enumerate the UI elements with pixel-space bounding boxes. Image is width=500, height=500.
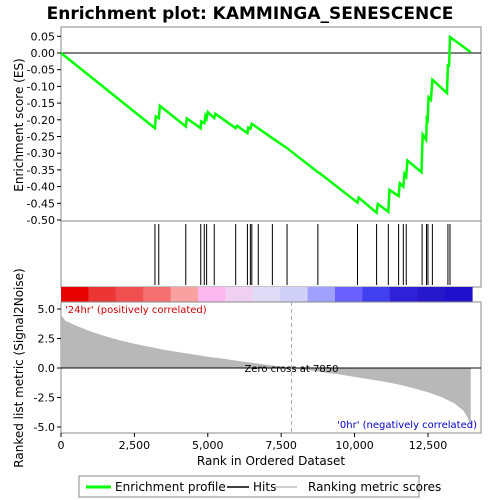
ranking-metric-area: [61, 314, 471, 427]
color-bar-segment: [389, 287, 418, 302]
metric-y-axis-label: Ranked list metric (Signal2Noise): [12, 268, 26, 467]
x-axis-ticks: 0 2,500 5,000 7,500 10,000 12,500: [58, 433, 448, 452]
color-bar-segment: [170, 287, 199, 302]
metric-y-tick-label: 5.0: [38, 303, 56, 316]
color-bar-segment: [252, 287, 281, 302]
color-bar-segment: [61, 287, 89, 302]
x-tick-label: 5,000: [192, 439, 224, 452]
es-y-tick-label: -0.20: [27, 114, 55, 127]
es-y-tick-label: -0.35: [27, 164, 55, 177]
color-bar-segment: [143, 287, 172, 302]
es-y-tick-label: -0.10: [27, 80, 55, 93]
color-bar-segment: [307, 287, 336, 302]
negative-correlation-label: '0hr' (negatively correlated): [337, 420, 477, 431]
metric-y-tick-label: -2.5: [34, 392, 55, 405]
color-bar-segment: [280, 287, 309, 302]
x-tick-label: 10,000: [335, 439, 374, 452]
enrichment-profile-line: [60, 34, 472, 216]
color-bar-segment: [417, 287, 446, 302]
color-bar-segment: [88, 287, 117, 302]
positive-correlation-label: '24hr' (positively correlated): [65, 305, 207, 316]
x-tick-label: 0: [58, 439, 65, 452]
legend-metric-label: Ranking metric scores: [308, 480, 441, 494]
es-y-tick-label: -0.15: [27, 97, 55, 110]
x-tick-label: 7,500: [265, 439, 297, 452]
metric-y-tick-label: -5.0: [34, 421, 55, 434]
es-y-tick-label: -0.05: [27, 64, 55, 77]
color-bar-segment: [225, 287, 254, 302]
es-y-tick-label: 0.05: [31, 30, 56, 43]
x-tick-label: 2,500: [119, 439, 151, 452]
legend: Enrichment profile Hits Ranking metric s…: [78, 475, 441, 498]
es-y-tick-label: -0.40: [27, 181, 55, 194]
zero-cross-label: Zero cross at 7850: [244, 364, 338, 375]
hits-panel-frame: [60, 220, 482, 288]
metric-y-tick-label: 0.0: [38, 362, 56, 375]
color-bar-segment: [362, 287, 391, 302]
metric-y-tick-label: 2.5: [38, 333, 56, 346]
color-bar-segment: [115, 287, 144, 302]
es-y-tick-label: 0.00: [31, 47, 56, 60]
es-y-tick-label: -0.45: [27, 197, 55, 210]
color-bar-segment: [335, 287, 363, 302]
x-axis-label: Rank in Ordered Dataset: [197, 454, 345, 468]
ranked-metric-panel: 5.0 2.5 0.0 -2.5 -5.0 '24hr' (positively cor…: [12, 268, 482, 468]
color-bar-segment: [444, 287, 473, 302]
es-y-tick-label: -0.25: [27, 131, 55, 144]
legend-enrichment-label: Enrichment profile: [115, 480, 226, 494]
enrichment-panel: 0.05 0.00 -0.05 -0.10 -0.15 -0.20 -0.25 -0.30 -0…: [12, 26, 482, 227]
ranking-color-bar: [61, 287, 473, 302]
es-y-tick-label: -0.50: [27, 214, 55, 227]
hits-panel: [60, 220, 482, 288]
es-y-axis-label: Enrichment score (ES): [12, 58, 26, 191]
legend-hits-label: Hits: [253, 480, 276, 494]
metric-y-axis-ticks: 5.0 2.5 0.0 -2.5 -5.0: [34, 303, 61, 434]
hit-marks: [154, 224, 451, 285]
es-y-axis-ticks: 0.05 0.00 -0.05 -0.10 -0.15 -0.20 -0.25 -0.30 -0…: [27, 30, 61, 227]
es-y-tick-label: -0.30: [27, 147, 55, 160]
enrichment-panel-frame: [60, 26, 482, 222]
color-bar-segment: [198, 287, 226, 302]
chart-title: Enrichment plot: KAMMINGA_SENESCENCE: [47, 4, 454, 24]
x-tick-label: 12,500: [409, 439, 448, 452]
